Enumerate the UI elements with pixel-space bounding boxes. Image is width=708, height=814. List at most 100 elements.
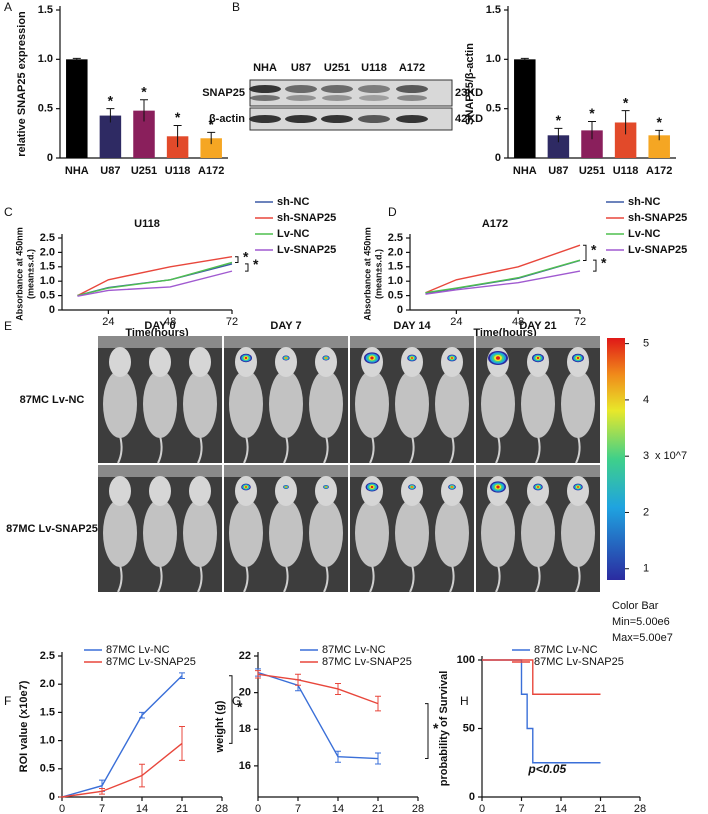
mouse-tail [409, 564, 415, 593]
series-line [425, 270, 581, 295]
signal [411, 486, 413, 488]
mouse-head [189, 476, 211, 506]
lane-label: U87 [291, 62, 311, 74]
mouse-head [401, 347, 423, 377]
series-line [257, 673, 379, 705]
error-bar [139, 711, 145, 719]
y-tick-label: 1.5 [388, 261, 403, 273]
mouse-tail [535, 435, 541, 464]
mouse-tail [495, 564, 501, 593]
significance-bracket [235, 256, 239, 263]
significance: * [243, 248, 249, 264]
x-axis-label: Time(hours) [125, 327, 189, 339]
y-axis-label: Absorbance at 450nm [14, 227, 24, 321]
bar [581, 130, 603, 158]
blot-band [286, 95, 316, 101]
series-line [77, 261, 233, 297]
error-bar [139, 763, 145, 788]
signal [370, 356, 374, 360]
mouse-head [401, 476, 423, 506]
mouse-tail [449, 435, 455, 464]
y-tick-label: 2.5 [40, 650, 55, 662]
panel-letter: E [4, 319, 12, 333]
y-tick-label: 0.5 [40, 763, 55, 775]
series-line [425, 244, 581, 294]
mouse-body [481, 370, 515, 438]
mouse-head [315, 476, 337, 506]
survival-curve [482, 659, 601, 764]
mouse-body [435, 370, 469, 438]
series-line [61, 742, 183, 798]
significance: * [108, 92, 114, 108]
signal [496, 485, 500, 489]
mouse-head [527, 476, 549, 506]
mouse-body [183, 499, 217, 567]
mouse-head [149, 476, 171, 506]
blot-band [285, 85, 317, 93]
significance-bracket [229, 675, 233, 744]
x-tick-label: 0 [59, 803, 65, 814]
signal [536, 356, 540, 360]
error-bar [255, 670, 261, 679]
error-bar [375, 695, 381, 712]
colorbar-max: Max=5.00e7 [612, 632, 673, 644]
day-label: DAY 14 [393, 320, 431, 332]
mouse-tail [157, 435, 163, 464]
legend-label: Lv-SNAP25 [628, 244, 687, 256]
colorbar-title: Color Bar [612, 600, 659, 612]
x-tick-label: U251 [131, 165, 157, 177]
x-tick-label: 0 [255, 803, 261, 814]
y-tick-label: 0.5 [38, 103, 53, 115]
mouse-tail [369, 564, 375, 593]
significance: * [433, 720, 439, 736]
chart-title: U118 [134, 218, 160, 230]
significance: * [591, 242, 597, 258]
mouse-body [269, 370, 303, 438]
annotation: p<0.05 [527, 762, 566, 776]
bar [514, 59, 536, 159]
legend-label: 87MC Lv-NC [534, 644, 598, 656]
y-axis-label: weight (g) [214, 700, 226, 753]
mouse-tail [323, 435, 329, 464]
x-tick-label: U87 [548, 165, 568, 177]
series-line [425, 259, 581, 294]
x-tick-label: U118 [165, 165, 191, 177]
legend-label: sh-SNAP25 [628, 212, 687, 224]
signal [285, 357, 287, 359]
mouse-tail [535, 564, 541, 593]
signal [285, 486, 287, 488]
x-axis-label: Time(hours) [473, 327, 537, 339]
mouse-body [143, 370, 177, 438]
error-bar [207, 131, 216, 145]
legend-label: 87MC Lv-SNAP25 [534, 656, 624, 668]
x-tick-label: 14 [555, 803, 567, 814]
error-bar [140, 99, 148, 122]
mouse-body [269, 499, 303, 567]
error-bar [621, 110, 630, 135]
band-label: SNAP25 [202, 87, 245, 99]
y-tick-label: 0 [49, 304, 55, 316]
x-tick-label: U87 [100, 165, 120, 177]
x-tick-label: 7 [99, 803, 105, 814]
mouse-body [561, 370, 595, 438]
mouse-tail [409, 435, 415, 464]
x-tick-label: NHA [65, 165, 89, 177]
mouse-tail [117, 435, 123, 464]
day-label: DAY 21 [519, 320, 556, 332]
significance: * [237, 698, 243, 714]
y-tick-label: 1.5 [40, 261, 55, 273]
mouse-tail [197, 435, 203, 464]
y-tick-label: 0.5 [40, 290, 55, 302]
y-axis-label: Absorbance at 450nm [362, 227, 372, 321]
x-tick-label: 21 [176, 803, 188, 814]
legend-label: 87MC Lv-SNAP25 [322, 656, 412, 668]
x-tick-label: 7 [295, 803, 301, 814]
panel-letter: D [388, 205, 397, 219]
error-bar [173, 124, 182, 148]
mouse-body [395, 499, 429, 567]
y-axis-label: (mean±s.d.) [25, 249, 35, 299]
nose-cone [350, 465, 474, 477]
y-tick-label: 2.0 [40, 678, 55, 690]
mouse-tail [495, 435, 501, 464]
x-tick-label: 14 [136, 803, 148, 814]
